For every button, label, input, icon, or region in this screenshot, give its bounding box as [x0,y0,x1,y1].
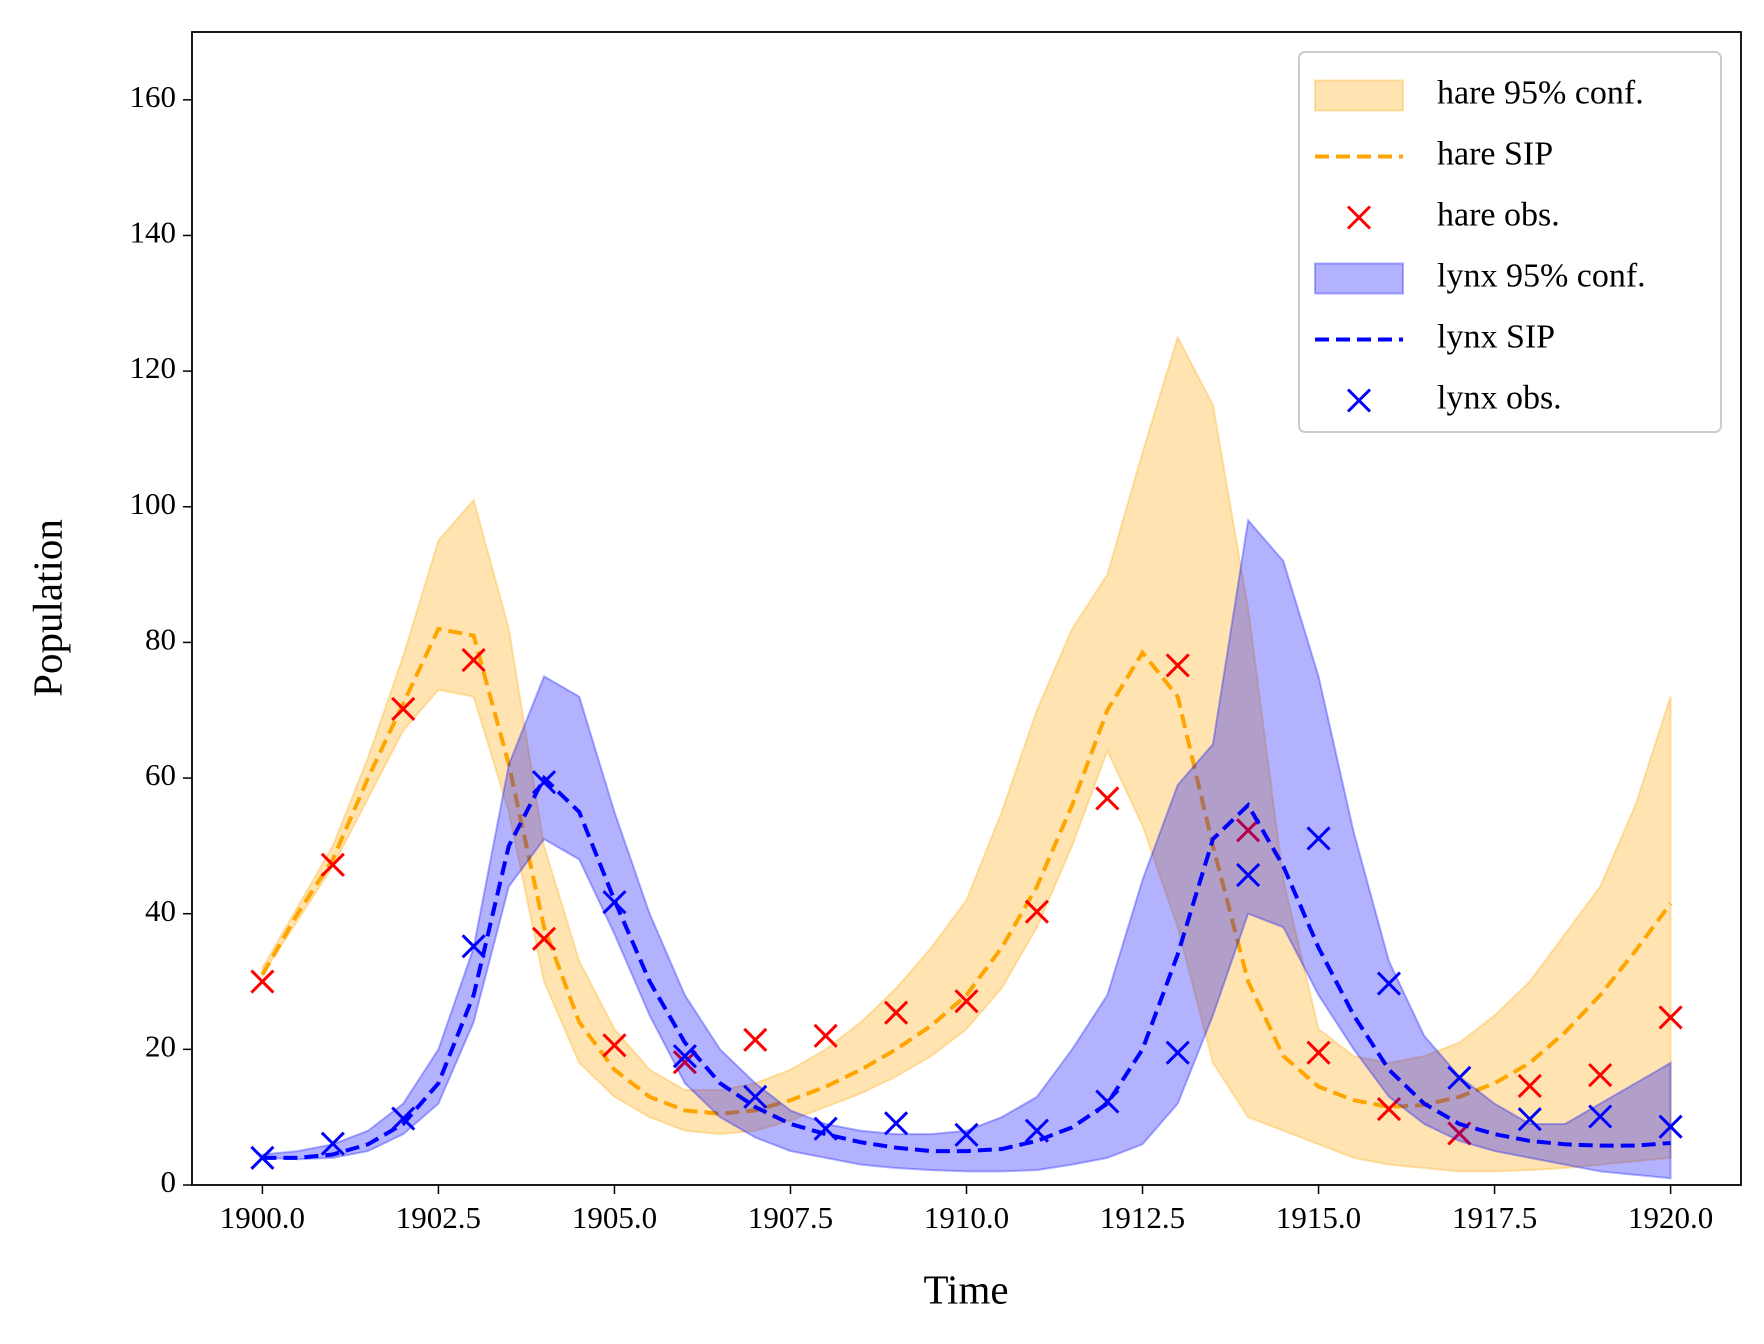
observation-marker [1588,1104,1613,1129]
observation-marker [1658,1114,1683,1139]
observation-marker [1236,818,1261,843]
legend-label: hare 95% conf. [1437,74,1644,111]
observation-marker [1165,1040,1190,1065]
confidence-band [261,334,1672,1173]
confidence-band [261,518,1672,1180]
observation-marker [1165,653,1190,678]
observation-marker [320,1131,345,1156]
observation-marker [1517,1107,1542,1132]
observation-marker [672,1050,697,1075]
observation-marker [672,1044,697,1069]
observation-marker [1095,1089,1120,1114]
observation-marker [461,647,486,673]
legend-swatch [1346,205,1372,230]
legend-label: hare SIP [1437,135,1553,172]
observation-marker [1095,786,1120,811]
y-tick-label: 60 [145,757,176,792]
observation-marker [884,1000,909,1025]
observation-marker [1306,1040,1331,1065]
x-tick-label: 1905.0 [572,1200,657,1235]
legend: hare 95% conf. hare SIP hare obs. lynx 95% … [1298,51,1722,433]
observation-marker [884,1111,909,1136]
observation-marker [1447,1065,1472,1090]
legend-box [1298,51,1722,433]
observation-marker [743,1027,768,1052]
observation-marker [602,890,627,915]
observation-marker [1376,971,1402,996]
observation-marker [954,989,979,1014]
observation-marker [320,852,345,877]
observation-marker [813,1023,838,1048]
observation-marker [1376,1096,1402,1122]
observation-marker [531,770,557,795]
sip-line [262,774,1671,1160]
observation-marker [954,1122,979,1147]
observation-marker [1024,1118,1049,1143]
sip-line [260,626,1673,1116]
observation-marker [1588,1063,1613,1088]
x-tick-label: 1917.5 [1452,1200,1537,1235]
observation-marker [1024,899,1049,924]
observation-marker [250,969,275,994]
legend-swatch [1314,262,1404,295]
observation-marker [461,934,486,959]
y-tick-label: 0 [161,1164,177,1199]
legend-swatch [1314,79,1404,112]
observation-marker [602,1033,627,1058]
y-tick-label: 120 [130,350,177,385]
legend-label: lynx SIP [1437,318,1555,355]
observation-marker [813,1116,838,1141]
x-tick-label: 1920.0 [1628,1200,1713,1235]
x-tick-label: 1907.5 [748,1200,833,1235]
y-tick-label: 140 [130,215,177,250]
observation-marker [391,696,416,721]
x-tick-label: 1900.0 [220,1200,305,1235]
x-tick-label: 1902.5 [396,1200,481,1235]
y-tick-label: 40 [145,893,176,928]
observation-marker [1658,1005,1683,1030]
observation-marker [531,926,557,951]
x-tick-label: 1915.0 [1276,1200,1361,1235]
y-tick-label: 80 [145,622,176,657]
plot-frame [191,31,1742,1186]
observation-marker [743,1084,768,1109]
x-tick-label: 1912.5 [1100,1200,1185,1235]
observation-marker [250,1145,275,1170]
legend-label: hare obs. [1437,196,1560,233]
y-tick-label: 100 [130,486,177,521]
x-tick-label: 1910.0 [924,1200,1009,1235]
y-axis-label: Population [24,519,70,697]
y-tick-label: 20 [145,1028,176,1063]
plot-area [250,334,1683,1180]
observation-marker [1236,862,1261,888]
y-tick-label: 160 [130,79,177,114]
observation-marker [391,1106,416,1131]
legend-label: lynx obs. [1437,379,1562,416]
observation-marker [1517,1073,1542,1099]
legend-swatch [1346,388,1372,413]
observation-marker [1306,826,1331,851]
x-axis-label: Time [923,1266,1008,1312]
legend-label: lynx 95% conf. [1437,257,1646,294]
